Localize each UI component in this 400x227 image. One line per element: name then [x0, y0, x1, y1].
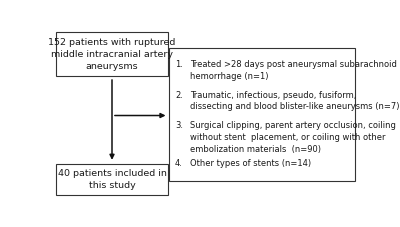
Text: 3.: 3.	[175, 121, 183, 130]
Text: 1.: 1.	[175, 60, 183, 69]
FancyBboxPatch shape	[56, 32, 168, 76]
Text: Traumatic, infectious, pseudo, fusiform,
dissecting and blood blister-like aneur: Traumatic, infectious, pseudo, fusiform,…	[190, 91, 400, 111]
Text: Surgical clipping, parent artery occlusion, coiling
without stent  placement, or: Surgical clipping, parent artery occlusi…	[190, 121, 396, 154]
Text: 40 patients included in
this study: 40 patients included in this study	[58, 169, 166, 190]
Text: 152 patients with ruptured
middle intracranial artery
aneurysms: 152 patients with ruptured middle intrac…	[48, 38, 176, 71]
Text: Treated >28 days post aneurysmal subarachnoid
hemorrhage (n=1): Treated >28 days post aneurysmal subarac…	[190, 60, 397, 81]
FancyBboxPatch shape	[56, 164, 168, 195]
FancyBboxPatch shape	[169, 48, 355, 181]
Text: Other types of stents (n=14): Other types of stents (n=14)	[190, 159, 312, 168]
Text: 4.: 4.	[175, 159, 183, 168]
Text: 2.: 2.	[175, 91, 183, 100]
